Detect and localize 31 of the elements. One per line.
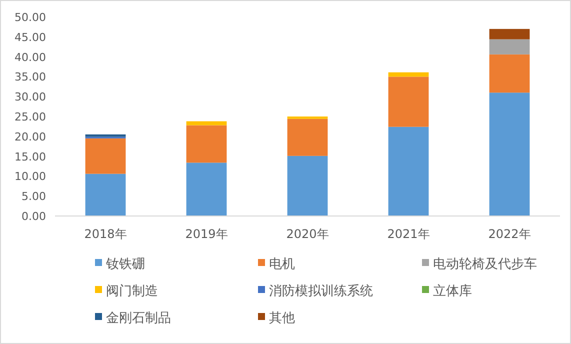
y-tick-label: 5.00 (22, 190, 46, 204)
y-tick-label: 15.00 (14, 150, 46, 164)
x-tick-label: 2022年 (488, 227, 531, 241)
bar (489, 92, 530, 216)
y-tick-label: 0.00 (22, 210, 46, 223)
legend-label: 钕铁硼 (105, 257, 145, 272)
bar (186, 121, 227, 126)
bar (186, 125, 227, 163)
x-tick-label: 2019年 (185, 227, 228, 241)
x-tick-label: 2018年 (84, 227, 127, 241)
y-tick-label: 35.00 (14, 70, 46, 84)
bar (388, 126, 429, 216)
bar (85, 174, 126, 216)
x-tick-label: 2021年 (387, 227, 430, 241)
bar (388, 72, 429, 77)
bar (287, 156, 328, 216)
y-tick-label: 20.00 (14, 130, 46, 144)
legend-label: 电机 (269, 257, 295, 272)
bar (287, 118, 328, 156)
legend-label: 阀门制造 (106, 283, 158, 299)
x-tick-label: 2020年 (286, 227, 329, 241)
y-tick-label: 25.00 (14, 110, 46, 124)
y-tick-label: 45.00 (14, 30, 46, 44)
legend-label: 立体库 (433, 283, 472, 299)
bar (186, 162, 227, 216)
y-tick-label: 40.00 (14, 50, 46, 64)
y-tick-label: 10.00 (14, 170, 46, 184)
y-tick-label: 50.00 (14, 11, 46, 24)
legend-label: 其他 (269, 311, 295, 326)
y-tick-label: 30.00 (14, 90, 46, 104)
bar (388, 76, 429, 127)
